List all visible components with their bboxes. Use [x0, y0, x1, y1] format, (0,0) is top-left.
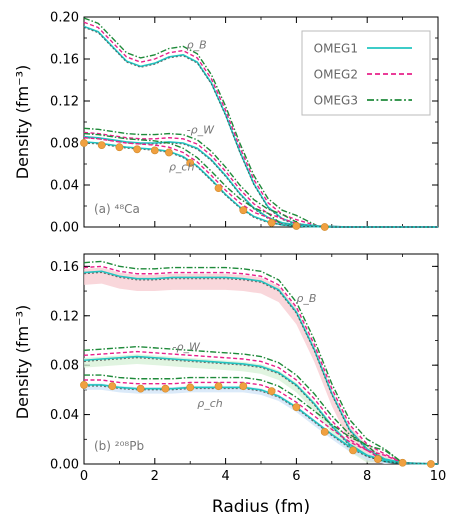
legend-label-omeg3: OMEG3 [314, 94, 358, 108]
x-axis-label: Radius (fm) [212, 497, 310, 517]
legend-box [301, 30, 431, 116]
y-tick-label: 0.00 [50, 458, 79, 473]
experiment-point [267, 218, 276, 227]
legend-label-omeg2: OMEG2 [314, 68, 358, 82]
annotation-rho-b: ρ_B [187, 39, 207, 52]
uncertainty-band [84, 383, 438, 464]
legend-label-omeg1: OMEG1 [314, 42, 358, 56]
series-line-dark [83, 27, 438, 228]
experiment-point [136, 384, 145, 393]
experiment-point [320, 427, 329, 436]
annotation-rho-b: ρ_B [296, 292, 316, 305]
legend: OMEG1 OMEG2 OMEG3 [301, 30, 431, 116]
experiment-point [80, 381, 88, 389]
experiment-point [239, 206, 248, 215]
y-axis-label-a: Density (fm⁻³) [13, 65, 32, 179]
experiment-point [214, 382, 223, 391]
series-line-dark [83, 272, 439, 465]
series-line-omeg2 [83, 131, 438, 228]
y-tick-label: 0.04 [50, 408, 79, 423]
annotation-rho-ch: ρ_ch [169, 160, 195, 173]
experiment-point [214, 184, 223, 193]
series-line-omeg2 [84, 379, 439, 465]
y-tick-label: 0.16 [50, 53, 79, 68]
series-line-dark [83, 357, 439, 465]
experiment-point [292, 403, 301, 412]
annotation-rho-w: -ρ_W [187, 124, 215, 137]
x-tick-label: 4 [221, 469, 229, 484]
series-line-omeg3 [83, 17, 438, 228]
experiment-point [373, 455, 382, 463]
y-tick-label: 0.12 [50, 309, 79, 324]
x-tick-label: 6 [292, 469, 300, 484]
experiment-point [239, 382, 248, 391]
series-line-omeg3 [83, 260, 439, 465]
series-line-omeg1 [83, 270, 439, 465]
uncertainty-band [84, 267, 438, 464]
panel-pb208: 0.00 0.04 0.08 0.12 0.16 0 2 4 6 8 10 ρ_B -ρ_W ρ_ch (b… [50, 253, 447, 484]
y-tick-label: 0.16 [50, 260, 79, 275]
x-tick-label: 10 [430, 469, 447, 484]
annotation-rho-ch: ρ_ch [197, 397, 223, 410]
x-tick-label: 2 [151, 469, 159, 484]
experiment-point [292, 222, 301, 230]
series-line-omeg1 [83, 135, 438, 228]
experiment-point [186, 159, 195, 167]
series-line-omeg2 [83, 265, 439, 465]
y-tick-label: 0.20 [50, 11, 79, 26]
experiment-point [97, 141, 106, 149]
series-line-dark [83, 142, 438, 228]
experiment-point [349, 446, 357, 455]
panel-ca48: 0.00 0.04 0.08 0.12 0.16 0.20 ρ_B -ρ_W ρ_ch (a) ⁴… [50, 11, 439, 236]
series-line-omeg1 [83, 141, 438, 228]
experiment-point [165, 148, 173, 157]
series-line-omeg2 [83, 21, 438, 228]
series-line-omeg3 [84, 374, 439, 465]
experiment-point [150, 146, 159, 155]
y-tick-label: 0.12 [50, 95, 79, 110]
experiment-point [80, 139, 88, 147]
annotation-rho-w: -ρ_W [173, 340, 201, 353]
y-tick-label: 0.08 [50, 359, 79, 374]
experiment-point [398, 458, 407, 467]
experiment-point [115, 143, 124, 152]
y-tick-label: 0.00 [50, 221, 79, 236]
panel-label: (b) ²⁰⁸Pb [94, 439, 144, 453]
y-axis-label-b: Density (fm⁻³) [13, 305, 32, 419]
experiment-point [320, 223, 329, 231]
experiment-point [186, 383, 195, 392]
series-line-omeg3 [83, 127, 438, 228]
experiment-point [108, 382, 117, 391]
experiment-point [267, 387, 276, 396]
x-tick-label: 8 [363, 469, 371, 484]
experiment-point [427, 460, 435, 468]
experiment-point [133, 145, 141, 154]
y-tick-label: 0.08 [50, 137, 79, 152]
experiment-point [161, 384, 170, 393]
y-tick-label: 0.04 [50, 179, 79, 194]
x-tick-label: 0 [80, 469, 88, 484]
series-line-dark [84, 385, 439, 465]
panel-label: (a) ⁴⁸Ca [94, 202, 140, 216]
